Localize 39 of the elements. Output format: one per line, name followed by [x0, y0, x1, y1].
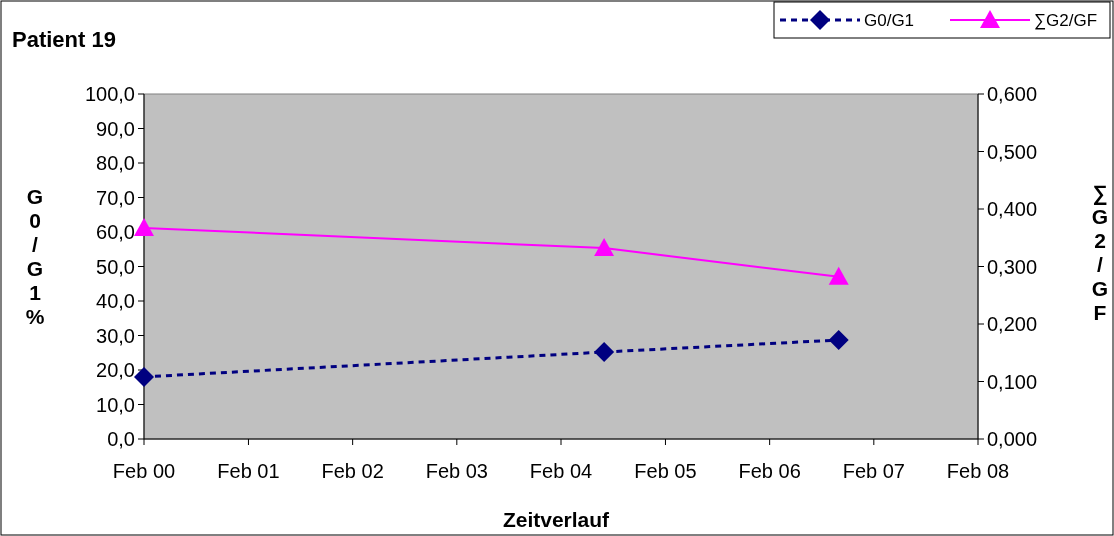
y-tick-label: 40,0 — [96, 290, 135, 312]
point — [134, 217, 154, 236]
y-tick-label: 20,0 — [96, 359, 135, 381]
y-tick-label: 100,0 — [84, 83, 135, 105]
x-tick-label: Feb 03 — [425, 460, 488, 482]
y2-tick-label: 0,500 — [987, 140, 1038, 163]
chart-title: Patient 19 — [12, 27, 116, 52]
y-tick-label: 30,0 — [96, 324, 135, 347]
point — [828, 266, 849, 285]
legend-label: G0/G1 — [864, 11, 915, 30]
x-tick-label: Feb 06 — [738, 460, 801, 482]
y-axis-title: G0/G1 % — [25, 185, 45, 328]
x-tick-label: Feb 01 — [217, 460, 280, 482]
x-tick-label: Feb 00 — [112, 460, 176, 482]
x-tick-label: Feb 02 — [321, 460, 384, 482]
y2-tick-label: 0,400 — [987, 198, 1038, 220]
y-tick-label: 80,0 — [96, 152, 135, 174]
y2-tick-label: 0,000 — [987, 428, 1038, 450]
y2-axis-title: ∑G2/GF — [1091, 181, 1109, 324]
point — [134, 366, 154, 387]
x-tick-label: Feb 05 — [634, 460, 697, 482]
y-tick-label: 50,0 — [96, 255, 135, 278]
y-tick-label: 60,0 — [96, 221, 135, 243]
point — [594, 238, 615, 257]
y-tick-label: 90,0 — [96, 117, 135, 140]
y2-tick-label: 0,600 — [987, 83, 1038, 105]
x-axis-title: Zeitverlauf — [502, 508, 611, 531]
point — [828, 329, 849, 350]
y-tick-label: 70,0 — [96, 186, 135, 209]
point — [594, 342, 615, 363]
y-tick-label: 10,0 — [96, 393, 135, 416]
y2-tick-label: 0,300 — [987, 255, 1038, 278]
y2-tick-label: 0,200 — [987, 313, 1038, 335]
y2-tick-label: 0,100 — [987, 370, 1038, 393]
x-tick-label: Feb 07 — [842, 460, 905, 482]
y-tick-label: 0,0 — [107, 428, 135, 450]
x-tick-label: Feb 04 — [529, 460, 593, 482]
x-tick-label: Feb 08 — [946, 460, 1010, 482]
legend-label: ∑G2/GF — [1034, 11, 1098, 30]
